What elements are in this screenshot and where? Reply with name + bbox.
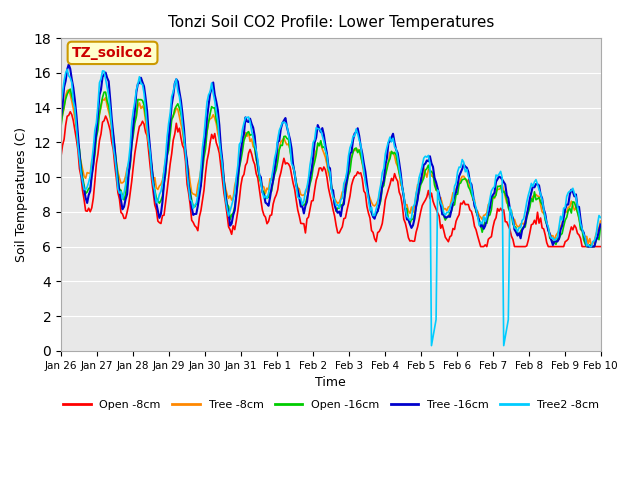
Open -16cm [283, 136, 291, 142]
Open -16cm [596, 224, 604, 229]
Line: Open -16cm: Open -16cm [61, 89, 600, 247]
Tree -16cm [57, 115, 65, 120]
Legend: Open -8cm, Tree -8cm, Open -16cm, Tree -16cm, Tree2 -8cm: Open -8cm, Tree -8cm, Open -16cm, Tree -… [58, 395, 604, 414]
Open -8cm [57, 154, 65, 159]
Line: Open -8cm: Open -8cm [61, 112, 600, 247]
Tree2 -8cm [273, 149, 280, 155]
Open -16cm [67, 86, 74, 92]
Tree -16cm [283, 124, 291, 130]
Open -16cm [581, 241, 589, 247]
Tree -16cm [596, 222, 604, 228]
Tree -8cm [596, 218, 604, 224]
Line: Tree -8cm: Tree -8cm [61, 90, 600, 245]
Open -8cm [477, 244, 484, 250]
Open -8cm [283, 160, 291, 166]
Tree -8cm [588, 242, 595, 248]
Line: Tree2 -8cm: Tree2 -8cm [61, 69, 600, 346]
Open -8cm [67, 109, 74, 115]
Line: Tree -16cm: Tree -16cm [61, 64, 600, 247]
Tree -8cm [273, 159, 280, 165]
Tree -16cm [273, 156, 280, 161]
Open -16cm [273, 167, 280, 173]
Open -16cm [172, 103, 180, 109]
Tree2 -8cm [109, 144, 117, 150]
Tree -16cm [109, 132, 117, 137]
Tree2 -8cm [283, 123, 291, 129]
Open -16cm [170, 113, 177, 119]
Tree -8cm [109, 139, 117, 145]
Tree -8cm [283, 142, 291, 148]
Open -8cm [273, 192, 280, 198]
Tree2 -8cm [596, 215, 604, 220]
Open -8cm [596, 244, 604, 250]
Open -16cm [57, 124, 65, 130]
Tree2 -8cm [63, 66, 71, 72]
Tree -16cm [584, 244, 592, 250]
Tree -8cm [170, 112, 177, 118]
Tree2 -8cm [172, 76, 180, 82]
Tree -8cm [172, 105, 180, 111]
Open -8cm [170, 137, 177, 143]
Open -16cm [109, 132, 117, 138]
Title: Tonzi Soil CO2 Profile: Lower Temperatures: Tonzi Soil CO2 Profile: Lower Temperatur… [168, 15, 494, 30]
Open -8cm [583, 244, 591, 250]
Text: TZ_soilco2: TZ_soilco2 [72, 46, 154, 60]
Tree -8cm [65, 87, 72, 93]
Open -16cm [583, 244, 591, 250]
Tree2 -8cm [170, 89, 177, 95]
Tree2 -8cm [57, 100, 65, 106]
Y-axis label: Soil Temperatures (C): Soil Temperatures (C) [15, 127, 28, 262]
Tree2 -8cm [583, 243, 591, 249]
Tree -16cm [65, 61, 72, 67]
Tree -8cm [581, 238, 589, 243]
Tree -16cm [581, 236, 589, 242]
Open -8cm [172, 120, 180, 126]
X-axis label: Time: Time [316, 376, 346, 389]
Tree -8cm [57, 119, 65, 125]
Tree2 -8cm [428, 343, 435, 348]
Open -8cm [109, 147, 117, 153]
Tree -16cm [172, 76, 180, 82]
Tree -16cm [170, 93, 177, 98]
